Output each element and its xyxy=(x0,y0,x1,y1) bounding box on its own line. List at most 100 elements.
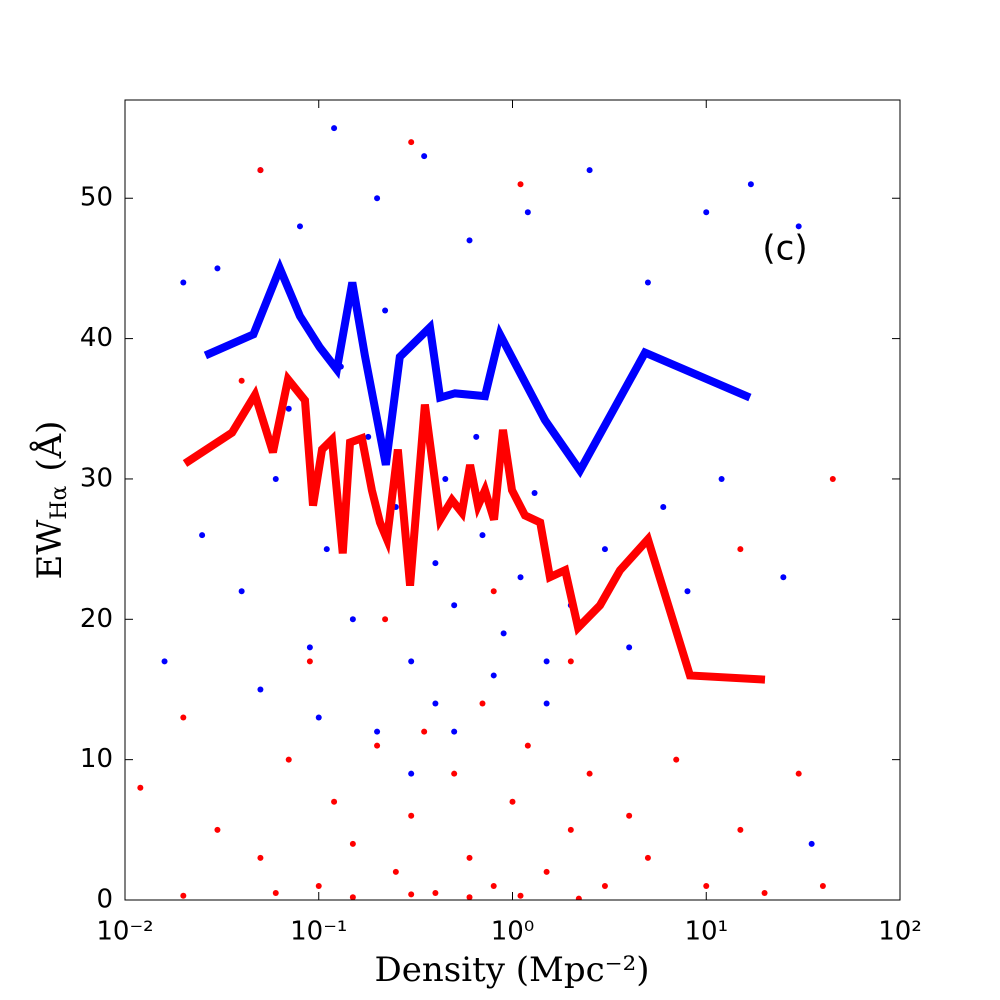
scatter-point xyxy=(451,602,458,609)
y-label-unit: (Å) xyxy=(29,421,70,472)
scatter-point xyxy=(408,658,415,665)
scatter-point xyxy=(257,167,264,174)
scatter-point xyxy=(421,728,428,735)
scatter-point xyxy=(829,475,836,482)
plot-frame xyxy=(124,99,901,901)
scatter-point xyxy=(315,714,322,721)
scatter-point xyxy=(451,728,458,735)
y-tick-label: 30 xyxy=(80,463,113,493)
scatter-point xyxy=(161,658,168,665)
scatter-point xyxy=(374,195,381,202)
scatter-point xyxy=(644,854,651,861)
x-tick-label: 10⁻² xyxy=(96,917,153,947)
annotation: (c) xyxy=(762,229,807,269)
scatter-point xyxy=(524,742,531,749)
scatter-point xyxy=(199,532,206,539)
scatter-point xyxy=(257,854,264,861)
scatter-point xyxy=(543,868,550,875)
y-axis-label: EWHα (Å) xyxy=(29,421,72,580)
y-tick-label: 20 xyxy=(80,604,113,634)
scatter-point xyxy=(408,891,415,898)
scatter-point xyxy=(808,840,815,847)
scatter-point xyxy=(479,700,486,707)
scatter-point xyxy=(747,181,754,188)
scatter-point xyxy=(644,279,651,286)
scatter-point xyxy=(315,882,322,889)
scatter-point xyxy=(531,489,538,496)
scatter-point xyxy=(408,770,415,777)
scatter-point xyxy=(737,826,744,833)
scatter-point xyxy=(257,686,264,693)
plot-area xyxy=(137,125,836,900)
scatter-point xyxy=(567,658,574,665)
scatter-point xyxy=(349,616,356,623)
scatter-point xyxy=(285,756,292,763)
scatter-point xyxy=(272,889,279,896)
scatter-point xyxy=(466,894,473,900)
y-tick-label: 10 xyxy=(80,744,113,774)
scatter-point xyxy=(272,475,279,482)
scatter-point xyxy=(331,798,338,805)
scatter-point xyxy=(214,265,221,272)
scatter-point xyxy=(490,672,497,679)
scatter-point xyxy=(432,700,439,707)
scatter-point xyxy=(466,854,473,861)
scatter-point xyxy=(238,377,245,384)
scatter-point xyxy=(567,826,574,833)
x-tick-label: 10⁻¹ xyxy=(290,917,347,947)
scatter-point xyxy=(374,742,381,749)
scatter-point xyxy=(626,644,633,651)
scatter-point xyxy=(575,895,582,900)
scatter-point xyxy=(524,209,531,216)
scatter-point xyxy=(737,546,744,553)
scatter-point xyxy=(473,433,480,440)
scatter-point xyxy=(795,223,802,230)
scatter-point xyxy=(296,223,303,230)
scatter-point xyxy=(684,588,691,595)
scatter-point xyxy=(421,153,428,160)
line xyxy=(203,257,752,479)
x-tick-label: 10⁰ xyxy=(491,917,535,947)
scatter-point xyxy=(306,644,313,651)
scatter-point xyxy=(601,882,608,889)
scatter-point xyxy=(660,504,667,511)
scatter-point xyxy=(490,588,497,595)
scatter-point xyxy=(180,892,187,899)
x-tick-label: 10¹ xyxy=(684,917,728,947)
scatter-point xyxy=(432,889,439,896)
scatter-point xyxy=(703,882,710,889)
x-axis-label: Density (Mpc⁻²) xyxy=(374,950,649,990)
scatter-point xyxy=(517,181,524,188)
scatter-point xyxy=(626,812,633,819)
scatter-point xyxy=(780,574,787,581)
scatter-point xyxy=(214,826,221,833)
scatter-point xyxy=(323,546,330,553)
scatter-point xyxy=(374,728,381,735)
scatter-point xyxy=(479,532,486,539)
scatter-point xyxy=(432,560,439,567)
scatter-point xyxy=(543,700,550,707)
scatter-point xyxy=(180,279,187,286)
scatter-point xyxy=(500,630,507,637)
scatter-point xyxy=(586,167,593,174)
scatter-point xyxy=(392,868,399,875)
scatter-point xyxy=(517,892,524,899)
y-tick-label: 40 xyxy=(80,323,113,353)
scatter-point xyxy=(509,798,516,805)
y-label-sub: Hα xyxy=(47,486,72,520)
scatter-point xyxy=(718,475,725,482)
y-tick-label: 50 xyxy=(80,183,113,213)
y-label-main: EW xyxy=(30,520,70,580)
scatter-point xyxy=(761,889,768,896)
x-tick-label: 10² xyxy=(878,917,922,947)
scatter-point xyxy=(703,209,710,216)
scatter-point xyxy=(466,237,473,244)
scatter-point xyxy=(285,405,292,412)
scatter-point xyxy=(673,756,680,763)
line xyxy=(182,370,766,684)
scatter-point xyxy=(795,770,802,777)
scatter-point xyxy=(180,714,187,721)
scatter-point xyxy=(238,588,245,595)
scatter-point xyxy=(349,894,356,900)
